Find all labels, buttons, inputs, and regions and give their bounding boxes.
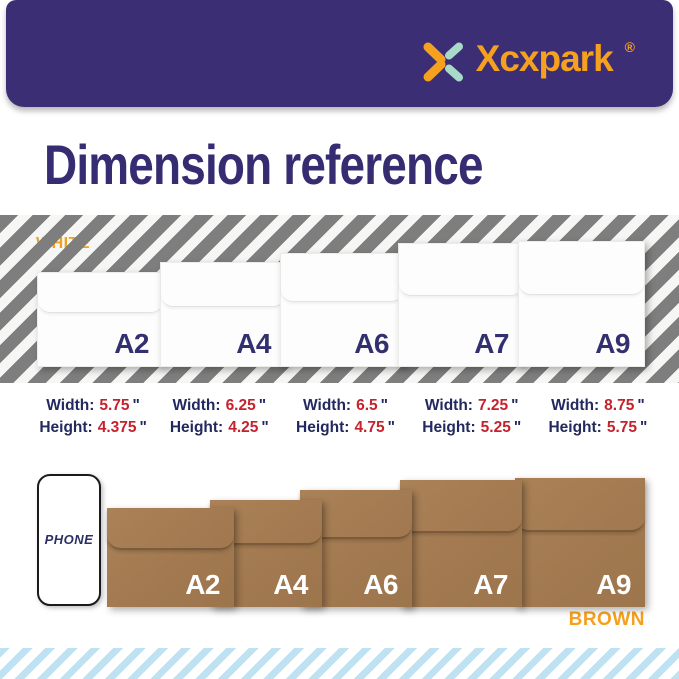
brown-envelope-a9: A9 [515,478,645,607]
inch-unit: " [132,397,140,414]
envelope-size-label: A6 [354,328,389,359]
brown-envelope-a2: A2 [107,508,234,607]
inch-unit: " [258,397,267,414]
brown-color-tag: BROWN [568,609,645,630]
height-value: 4.25 [228,419,259,436]
width-value: 7.25 [477,397,509,414]
dimension-a2: Width: 5.75 " Height: 4.375 " [30,395,156,439]
height-label: Height: [422,419,476,436]
white-envelope-a4: A4 [160,262,286,367]
envelope-size-label: A9 [595,328,630,359]
width-value: 6.5 [356,397,378,414]
height-value: 5.75 [606,419,638,436]
blue-stripes-footer [0,648,679,679]
inch-unit: " [640,419,648,436]
envelope-size-label: A7 [474,328,509,359]
brand-name: Xcxpark [475,38,614,79]
x-logo-icon [423,42,463,82]
height-label: Height: [169,419,224,436]
inch-unit: " [637,397,645,414]
width-spec: Width: 6.25 " [156,395,282,417]
width-label: Width: [551,397,600,414]
phone-size-reference: PHONE [37,474,101,606]
brown-envelope-a7: A7 [400,480,522,607]
inch-unit: " [513,419,522,436]
envelope-size-label: A2 [185,569,220,600]
height-spec: Height: 4.25 " [156,417,282,439]
height-spec: Height: 5.75 " [535,417,661,439]
width-label: Width: [303,397,352,414]
dimension-a6: Width: 6.5 " Height: 4.75 " [282,395,408,439]
dimension-a4: Width: 6.25 " Height: 4.25 " [156,395,282,439]
height-label: Height: [548,419,602,436]
envelope-size-label: A2 [114,328,149,359]
dimension-a7: Width: 7.25 " Height: 5.25 " [409,395,535,439]
envelope-size-label: A9 [596,569,631,600]
envelope-size-label: A4 [273,569,308,600]
white-color-tag: WHITE [36,235,91,252]
height-value: 5.25 [480,419,511,436]
width-label: Width: [424,397,473,414]
height-label: Height: [39,419,93,436]
envelope-size-label: A6 [363,569,398,600]
envelope-size-label: A4 [236,328,271,359]
white-envelope-a6: A6 [280,253,404,367]
registered-mark: ® [624,39,635,55]
height-label: Height: [296,419,350,436]
phone-label: PHONE [44,532,94,548]
inch-unit: " [380,397,388,414]
height-value: 4.75 [354,419,385,436]
inch-unit: " [139,419,147,436]
white-envelope-a7: A7 [398,243,524,367]
height-value: 4.375 [97,419,137,436]
dimension-a9: Width: 8.75 " Height: 5.75 " [535,395,661,439]
height-spec: Height: 4.375 " [30,417,156,439]
width-spec: Width: 6.5 " [282,395,408,417]
width-value: 8.75 [604,397,635,414]
white-envelope-a2: A2 [37,272,164,367]
height-spec: Height: 4.75 " [282,417,408,439]
width-spec: Width: 7.25 " [409,395,535,417]
white-envelope-a9: A9 [518,241,645,367]
inch-unit: " [511,397,519,414]
header-banner: Xcxpark ® [6,0,673,107]
inch-unit: " [387,419,395,436]
width-spec: Width: 5.75 " [30,395,156,417]
inch-unit: " [261,419,269,436]
width-value: 5.75 [99,397,130,414]
width-label: Width: [172,397,221,414]
width-value: 6.25 [225,397,256,414]
envelope-size-label: A7 [473,569,508,600]
page-title: Dimension reference [44,133,484,196]
width-label: Width: [46,397,95,414]
width-spec: Width: 8.75 " [535,395,661,417]
brand-logo: Xcxpark ® [422,40,635,82]
white-envelope-band: WHITE A2 A4 A6 A7 A9 [0,215,679,383]
dimensions-row: Width: 5.75 " Height: 4.375 " Width: 6.25 " He… [30,395,661,439]
height-spec: Height: 5.25 " [409,417,535,439]
